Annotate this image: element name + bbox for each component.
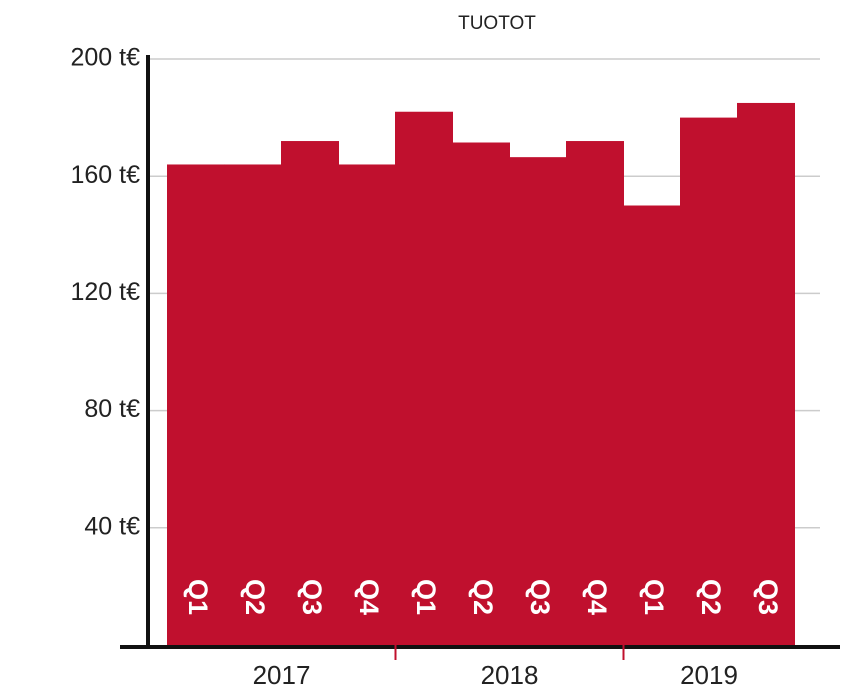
x-group-label: 2019 [680, 660, 738, 690]
y-tick-label: 200 t€ [70, 44, 140, 72]
bar [395, 111, 453, 646]
y-tick-label: 40 t€ [84, 512, 140, 540]
bar [167, 164, 225, 646]
y-tick-label: 120 t€ [70, 278, 140, 306]
bar-category-label: Q2 [696, 579, 726, 615]
bar [680, 117, 738, 646]
chart-title: TUOTOT [458, 13, 536, 34]
bar [224, 164, 282, 646]
bar [737, 102, 795, 645]
bar-category-label: Q1 [183, 579, 213, 615]
bar [623, 205, 681, 645]
bar [566, 141, 624, 646]
y-tick-label: 160 t€ [70, 161, 140, 189]
y-tick-label: 80 t€ [84, 395, 140, 423]
x-group-label: 2018 [481, 660, 539, 690]
bar [452, 142, 510, 645]
bar [509, 157, 567, 645]
bar [281, 141, 339, 646]
bar-category-label: Q3 [753, 579, 783, 615]
bar-category-label: Q3 [525, 579, 555, 615]
bar-category-label: Q2 [240, 579, 270, 615]
bar-category-label: Q3 [297, 579, 327, 615]
bar [338, 164, 396, 646]
x-group-label: 2017 [253, 660, 311, 690]
bar-category-label: Q1 [639, 579, 669, 615]
bar-category-label: Q4 [354, 579, 384, 615]
bar-category-label: Q1 [411, 579, 441, 615]
bar-category-label: Q2 [468, 579, 498, 615]
bar-category-label: Q4 [582, 579, 612, 615]
